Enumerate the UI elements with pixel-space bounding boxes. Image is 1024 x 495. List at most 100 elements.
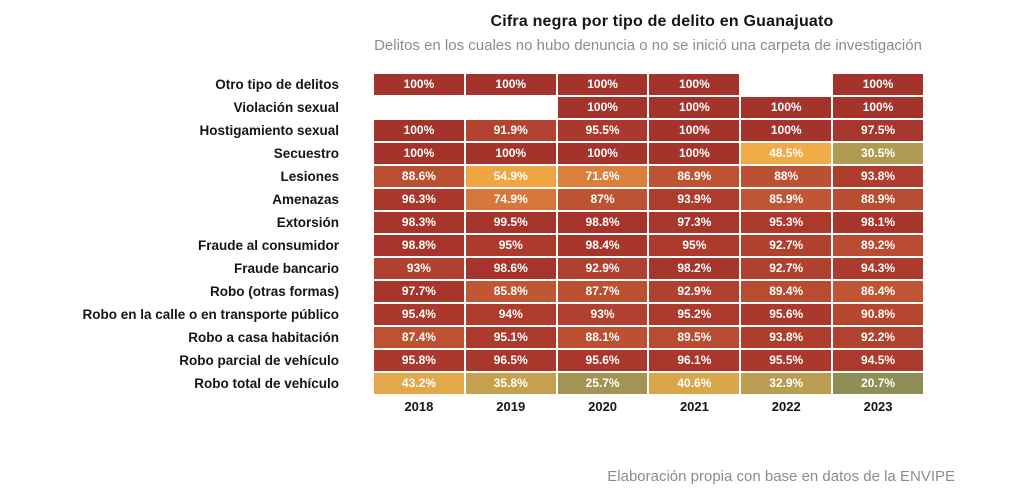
heatmap-cell: 98.4% [557, 235, 648, 256]
heatmap-cell: 100% [374, 74, 464, 95]
heatmap-cell: 94.3% [833, 258, 923, 279]
row-cells: 100% 100% 100% 100% 100% [373, 73, 924, 96]
heatmap-cell: 100% [741, 97, 832, 118]
heatmap-cell: 100% [557, 143, 648, 164]
heatmap-cell: 100% [649, 143, 740, 164]
row-cells: 97.7% 85.8% 87.7% 92.9% 89.4% 86.4% [373, 280, 924, 303]
heatmap-cell: 86.9% [649, 166, 740, 187]
heatmap-row: Otro tipo de delitos 100% 100% 100% 100% 100% [0, 73, 924, 96]
heatmap-cell: 92.7% [741, 235, 832, 256]
row-label: Secuestro [273, 146, 339, 161]
heatmap-cell: 89.4% [741, 281, 832, 302]
heatmap-cell: 54.9% [465, 166, 556, 187]
heatmap-cell-empty [741, 74, 831, 95]
heatmap-cell: 48.5% [741, 143, 832, 164]
heatmap-cell: 97.7% [374, 281, 464, 302]
row-cells: 100% 91.9% 95.5% 100% 100% 97.5% [373, 119, 924, 142]
heatmap-cell: 93% [557, 304, 648, 325]
row-label: Robo parcial de vehículo [179, 353, 339, 368]
heatmap-cell: 100% [557, 97, 648, 118]
heatmap-cell: 95.5% [741, 350, 832, 371]
row-label: Amenazas [272, 192, 339, 207]
heatmap-cell: 100% [465, 74, 556, 95]
heatmap-cell: 43.2% [374, 373, 464, 394]
heatmap-cell: 99.5% [465, 212, 556, 233]
heatmap-body: Otro tipo de delitos 100% 100% 100% 100% 100%… [0, 73, 924, 395]
row-label: Robo total de vehículo [194, 376, 339, 391]
heatmap-cell: 32.9% [741, 373, 832, 394]
heatmap-cell: 100% [465, 143, 556, 164]
heatmap-cell-empty [466, 97, 556, 118]
row-label: Otro tipo de delitos [215, 77, 339, 92]
heatmap-cell: 91.9% [465, 120, 556, 141]
heatmap-cell: 87.7% [557, 281, 648, 302]
row-label: Lesiones [280, 169, 339, 184]
year-label: 2018 [404, 399, 434, 414]
heatmap-cell: 95.1% [465, 327, 556, 348]
heatmap-row: Extorsión 98.3% 99.5% 98.8% 97.3% 95.3% 98.1% [0, 211, 924, 234]
row-cells: 95.4% 94% 93% 95.2% 95.6% 90.8% [373, 303, 924, 326]
heatmap-cell: 92.7% [741, 258, 832, 279]
heatmap-cell: 88% [741, 166, 832, 187]
row-label: Extorsión [276, 215, 339, 230]
heatmap-row: Robo parcial de vehículo 95.8% 96.5% 95.6% 9… [0, 349, 924, 372]
heatmap-cell: 71.6% [557, 166, 648, 187]
heatmap-cell: 98.8% [557, 212, 648, 233]
row-cells: 100% 100% 100% 100% [373, 96, 924, 119]
heatmap-row: Amenazas 96.3% 74.9% 87% 93.9% 85.9% 88.9% [0, 188, 924, 211]
heatmap-row: Hostigamiento sexual 100% 91.9% 95.5% 100% 10… [0, 119, 924, 142]
heatmap-cell: 98.6% [465, 258, 556, 279]
heatmap-cell: 93.8% [833, 166, 923, 187]
year-label: 2020 [588, 399, 618, 414]
heatmap-cell: 88.1% [557, 327, 648, 348]
heatmap-cell-empty [374, 97, 464, 118]
heatmap-cell: 96.1% [649, 350, 740, 371]
heatmap-cell: 88.6% [374, 166, 464, 187]
heatmap-cell: 89.5% [649, 327, 740, 348]
heatmap-cell: 100% [741, 120, 832, 141]
heatmap-cell: 25.7% [557, 373, 648, 394]
year-axis-spacer [0, 398, 373, 416]
heatmap-cell: 20.7% [833, 373, 923, 394]
row-cells: 98.3% 99.5% 98.8% 97.3% 95.3% 98.1% [373, 211, 924, 234]
row-label: Fraude bancario [233, 261, 339, 276]
row-label: Robo a casa habitación [188, 330, 339, 345]
heatmap-row: Fraude bancario 93% 98.6% 92.9% 98.2% 92.7% 94… [0, 257, 924, 280]
heatmap-row: Lesiones 88.6% 54.9% 71.6% 86.9% 88% 93.8% [0, 165, 924, 188]
row-cells: 93% 98.6% 92.9% 98.2% 92.7% 94.3% [373, 257, 924, 280]
heatmap-cell: 96.5% [465, 350, 556, 371]
heatmap-cell: 93% [374, 258, 464, 279]
heatmap-cell: 90.8% [833, 304, 923, 325]
heatmap-cell: 85.8% [465, 281, 556, 302]
heatmap-cell: 100% [833, 97, 923, 118]
heatmap-cell: 92.9% [557, 258, 648, 279]
heatmap-cell: 95.8% [374, 350, 464, 371]
row-label: Robo en la calle o en transporte público [82, 307, 339, 322]
heatmap-cell: 100% [833, 74, 923, 95]
heatmap-cell: 95.4% [374, 304, 464, 325]
row-cells: 100% 100% 100% 100% 48.5% 30.5% [373, 142, 924, 165]
heatmap-cell: 95% [649, 235, 740, 256]
heatmap-cell: 100% [649, 74, 740, 95]
heatmap-cell: 87.4% [374, 327, 464, 348]
heatmap-cell: 96.3% [374, 189, 464, 210]
heatmap-cell: 98.2% [649, 258, 740, 279]
row-label: Hostigamiento sexual [199, 123, 339, 138]
chart-subtitle: Delitos en los cuales no hubo denuncia o… [374, 37, 922, 54]
heatmap-cell: 35.8% [465, 373, 556, 394]
heatmap-cell: 92.2% [833, 327, 923, 348]
row-cells: 87.4% 95.1% 88.1% 89.5% 93.8% 92.2% [373, 326, 924, 349]
year-label: 2022 [771, 399, 801, 414]
heatmap-cell: 98.1% [833, 212, 923, 233]
row-cells: 95.8% 96.5% 95.6% 96.1% 95.5% 94.5% [373, 349, 924, 372]
heatmap-cell: 87% [557, 189, 648, 210]
heatmap-row: Robo a casa habitación 87.4% 95.1% 88.1% 89.… [0, 326, 924, 349]
heatmap-cell: 100% [374, 143, 464, 164]
row-label: Robo (otras formas) [209, 284, 339, 299]
heatmap-cell: 97.3% [649, 212, 740, 233]
heatmap-row: Robo en la calle o en transporte público… [0, 303, 924, 326]
source-note: Elaboración propia con base en datos de … [607, 468, 955, 485]
heatmap-cell: 94% [465, 304, 556, 325]
row-cells: 88.6% 54.9% 71.6% 86.9% 88% 93.8% [373, 165, 924, 188]
